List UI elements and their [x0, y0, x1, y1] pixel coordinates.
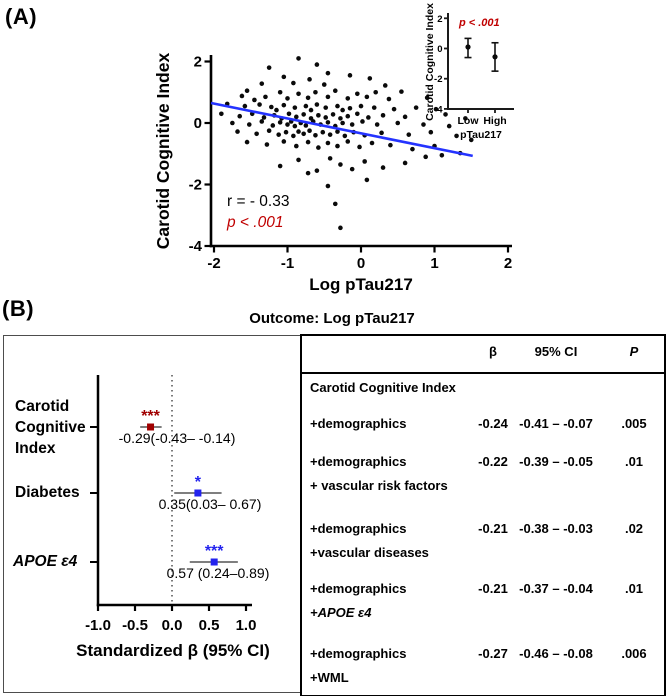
- forest-x-tick-label: 0.0: [162, 617, 183, 634]
- panel-b-label: (B): [2, 296, 35, 321]
- forest-x-tick-label: -0.5: [122, 617, 148, 634]
- model-label: +demographics: [310, 581, 407, 596]
- x-tick-label: 0: [357, 255, 365, 272]
- inset-y-tick-label: -2: [434, 74, 442, 85]
- forest-plot: -1.0 -0.5 0.0 0.5 1.0 Standardized β (95% CI)…: [76, 375, 270, 660]
- beta-value: -0.21: [478, 521, 508, 536]
- beta-value: -0.22: [478, 454, 508, 469]
- beta-value: -0.27: [478, 646, 508, 661]
- inset-p-annotation: p < .001: [458, 17, 500, 29]
- col-header-p: P: [629, 344, 639, 359]
- x-tick-label: 2: [504, 255, 512, 272]
- significance-stars: ***: [141, 408, 160, 425]
- beta-marker: [194, 489, 202, 497]
- inset-mean-point: [465, 44, 471, 50]
- results-table: β 95% CI P Carotid Cognitive Index +demo…: [300, 334, 666, 696]
- y-tick-label: 2: [194, 54, 202, 71]
- correlation-annotation: r = - 0.33: [227, 193, 289, 210]
- table-section-header: Carotid Cognitive Index: [310, 380, 456, 395]
- p-value: .01: [624, 454, 644, 469]
- y-tick-label: -4: [189, 238, 203, 255]
- inset-y-axis-title: Carotid Cognitive Index: [424, 3, 436, 121]
- header-divider: [302, 372, 664, 374]
- inset-x-axis-title: pTau217: [460, 129, 502, 141]
- p-value: .006: [621, 646, 647, 661]
- ci-value: -0.38 – -0.03: [519, 521, 593, 536]
- forest-x-tick-label: 0.5: [199, 617, 220, 634]
- y-tick-label: -2: [189, 177, 202, 194]
- model-label: +demographics: [310, 416, 407, 431]
- significance-stars: *: [195, 474, 202, 491]
- y-tick-label: 0: [194, 115, 202, 132]
- ci-value: -0.37 – -0.04: [519, 581, 593, 596]
- inset-y-tick-label: -4: [434, 104, 443, 115]
- beta-ci-text: 0.57 (0.24–0.89): [167, 565, 270, 581]
- beta-ci-text: 0.35(0.03– 0.67): [159, 496, 262, 512]
- inset-mean-point: [492, 54, 498, 60]
- p-value: .02: [624, 521, 644, 536]
- model-label-2: +vascular diseases: [310, 545, 429, 560]
- inset-category-label: Low: [458, 115, 480, 127]
- forest-x-axis-title: Standardized β (95% CI): [76, 641, 270, 660]
- forest-x-tick-label: 1.0: [236, 617, 257, 634]
- model-label-2: +APOE ε4: [310, 605, 372, 620]
- x-tick-label: -2: [207, 255, 220, 272]
- forest-x-tick-label: -1.0: [85, 617, 111, 634]
- x-tick-label: 1: [430, 255, 438, 272]
- forest-row-label-diabetes: Diabetes: [15, 484, 80, 501]
- p-value: .005: [621, 416, 647, 431]
- regression-line: [210, 101, 473, 158]
- beta-value: -0.21: [478, 581, 508, 596]
- model-label: +demographics: [310, 521, 407, 536]
- x-axis-title: Log pTau217: [309, 275, 413, 294]
- forest-row-label-carotid: Carotid Cognitive Index: [15, 398, 86, 457]
- beta-value: -0.24: [478, 416, 508, 431]
- ci-value: -0.46 – -0.08: [519, 646, 593, 661]
- p-value-annotation: p < .001: [226, 214, 283, 231]
- p-value: .01: [624, 581, 644, 596]
- forest-row-label-apoe: APOE ε4: [13, 553, 78, 570]
- beta-marker: [147, 423, 155, 431]
- model-label-2: + vascular risk factors: [310, 478, 448, 493]
- model-label: +demographics: [310, 646, 407, 661]
- model-label: +demographics: [310, 454, 407, 469]
- beta-ci-text: -0.29(-0.43– -0.14): [119, 430, 236, 446]
- inset-category-label: High: [483, 115, 506, 127]
- col-header-ci: 95% CI: [534, 344, 578, 359]
- panel-a-label: (A): [5, 4, 38, 29]
- ci-value: -0.41 – -0.07: [519, 416, 593, 431]
- inset-y-tick-label: 0: [437, 44, 442, 55]
- ci-value: -0.39 – -0.05: [519, 454, 593, 469]
- y-axis-title: Carotid Cognitive Index: [153, 53, 173, 250]
- col-header-beta: β: [489, 344, 497, 359]
- inset-y-tick-label: 2: [437, 14, 442, 25]
- significance-stars: ***: [205, 543, 224, 560]
- beta-marker: [210, 558, 218, 566]
- model-label-2: +WML: [310, 670, 349, 685]
- x-tick-label: -1: [281, 255, 294, 272]
- panel-b-title: Outcome: Log pTau217: [249, 310, 415, 327]
